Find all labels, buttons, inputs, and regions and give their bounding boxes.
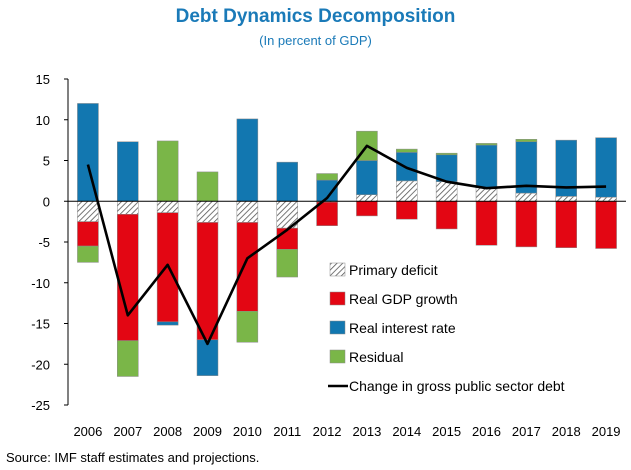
x-tick-label-2009: 2009 [193,424,222,439]
y-tick-label: -10 [31,276,50,291]
bar-real-interest-rate-2015 [435,154,458,182]
axis-layer: 15 10 5 0 -5 -10 -15 -20 -25 2006 2007 2008 2009 2010… [31,72,626,439]
bar-real-gdp-growth-2007 [117,214,139,341]
bar-primary-deficit-2009 [196,201,219,223]
bar-real-interest-rate-2013 [356,160,378,195]
x-tick-label-2015: 2015 [432,424,461,439]
bar-real-gdp-growth-2012 [316,201,338,226]
bar-real-interest-rate-2009 [196,339,219,376]
y-tick-label: -20 [31,357,50,372]
bar-primary-deficit-2017 [515,192,538,202]
bar-real-interest-rate-2019 [595,137,617,198]
bar-primary-deficit-2014 [396,180,418,202]
bar-real-interest-rate-2006 [77,103,99,202]
legend-swatch-primary-deficit [329,262,346,277]
bar-residual-2011 [276,249,298,278]
bar-real-gdp-growth-2006 [77,221,99,247]
x-tick-label-2010: 2010 [233,424,262,439]
x-tick-label-2018: 2018 [552,424,581,439]
x-tick-label-2014: 2014 [392,424,421,439]
bar-primary-deficit-2015 [435,181,458,202]
chart-subtitle: (In percent of GDP) [259,33,372,48]
legend-label-line: Change in gross public sector debt [349,378,565,394]
bar-real-gdp-growth-2013 [356,201,378,217]
bar-residual-2006 [77,245,99,263]
bar-primary-deficit-2010 [236,201,259,223]
bar-real-gdp-growth-2017 [515,201,538,248]
line-change-in-gross-public-sector-debt [86,144,607,346]
bar-real-interest-rate-2008 [156,321,179,326]
y-tick-label: 0 [43,194,50,209]
source-note: Source: IMF staff estimates and projecti… [6,450,260,465]
y-tick-label: -5 [38,235,50,250]
bar-residual-2008 [156,140,179,202]
bar-real-interest-rate-2007 [117,141,139,202]
bar-real-gdp-growth-2019 [595,201,617,249]
bar-primary-deficit-2019 [595,196,617,202]
bar-real-gdp-growth-2016 [475,201,498,246]
bar-residual-2012 [316,173,338,181]
x-tick-label-2007: 2007 [113,424,142,439]
legend-label-real-interest-rate: Real interest rate [349,320,456,336]
x-tick-label-2006: 2006 [73,424,102,439]
x-tick-label-2019: 2019 [592,424,621,439]
legend-swatch-residual [329,349,346,364]
y-tick-label: -15 [31,317,50,332]
bar-primary-deficit-2008 [156,201,179,213]
bar-residual-2015 [435,152,458,156]
bar-real-interest-rate-2018 [555,139,577,197]
chart-title: Debt Dynamics Decomposition [175,6,456,27]
x-tick-label-2008: 2008 [153,424,182,439]
bar-real-gdp-growth-2018 [555,201,577,248]
line-layer [86,144,607,346]
bar-residual-2009 [196,171,219,202]
bar-real-gdp-growth-2010 [236,222,259,312]
bar-real-gdp-growth-2014 [396,201,418,220]
x-tick-label-2012: 2012 [313,424,342,439]
x-tick-label-2016: 2016 [472,424,501,439]
y-tick-label: 10 [36,113,50,128]
bar-primary-deficit-2006 [77,201,99,222]
legend-label-real-gdp-growth: Real GDP growth [349,291,458,307]
bar-real-interest-rate-2016 [475,144,498,188]
bar-real-gdp-growth-2009 [196,222,219,341]
legend-label-residual: Residual [349,349,403,365]
bar-primary-deficit-2013 [356,194,378,202]
legend-swatch-real-interest-rate [329,320,346,335]
bar-real-interest-rate-2010 [236,118,259,202]
legend-swatch-real-gdp-growth [329,291,346,306]
bar-residual-2016 [475,143,498,146]
bar-residual-2010 [236,311,259,343]
bar-primary-deficit-2018 [555,196,577,202]
bar-residual-2014 [396,148,418,153]
bar-real-gdp-growth-2015 [435,201,458,230]
y-tick-label: -25 [31,398,50,413]
bar-primary-deficit-2007 [117,201,139,215]
x-tick-label-2011: 2011 [273,424,301,439]
bar-residual-2007 [117,340,139,377]
bar-residual-2017 [515,139,538,143]
legend: Primary deficit Real GDP growth Real inter… [328,262,565,394]
bars-layer [77,103,617,377]
y-tick-label: 5 [43,154,50,169]
legend-label-primary-deficit: Primary deficit [349,262,438,278]
x-tick-label-2017: 2017 [512,424,541,439]
bar-real-interest-rate-2011 [276,161,298,202]
y-tick-label: 15 [36,72,50,87]
x-tick-label-2013: 2013 [352,424,381,439]
chart-svg: 15 10 5 0 -5 -10 -15 -20 -25 2006 2007 2008 2009 2010… [31,72,626,439]
